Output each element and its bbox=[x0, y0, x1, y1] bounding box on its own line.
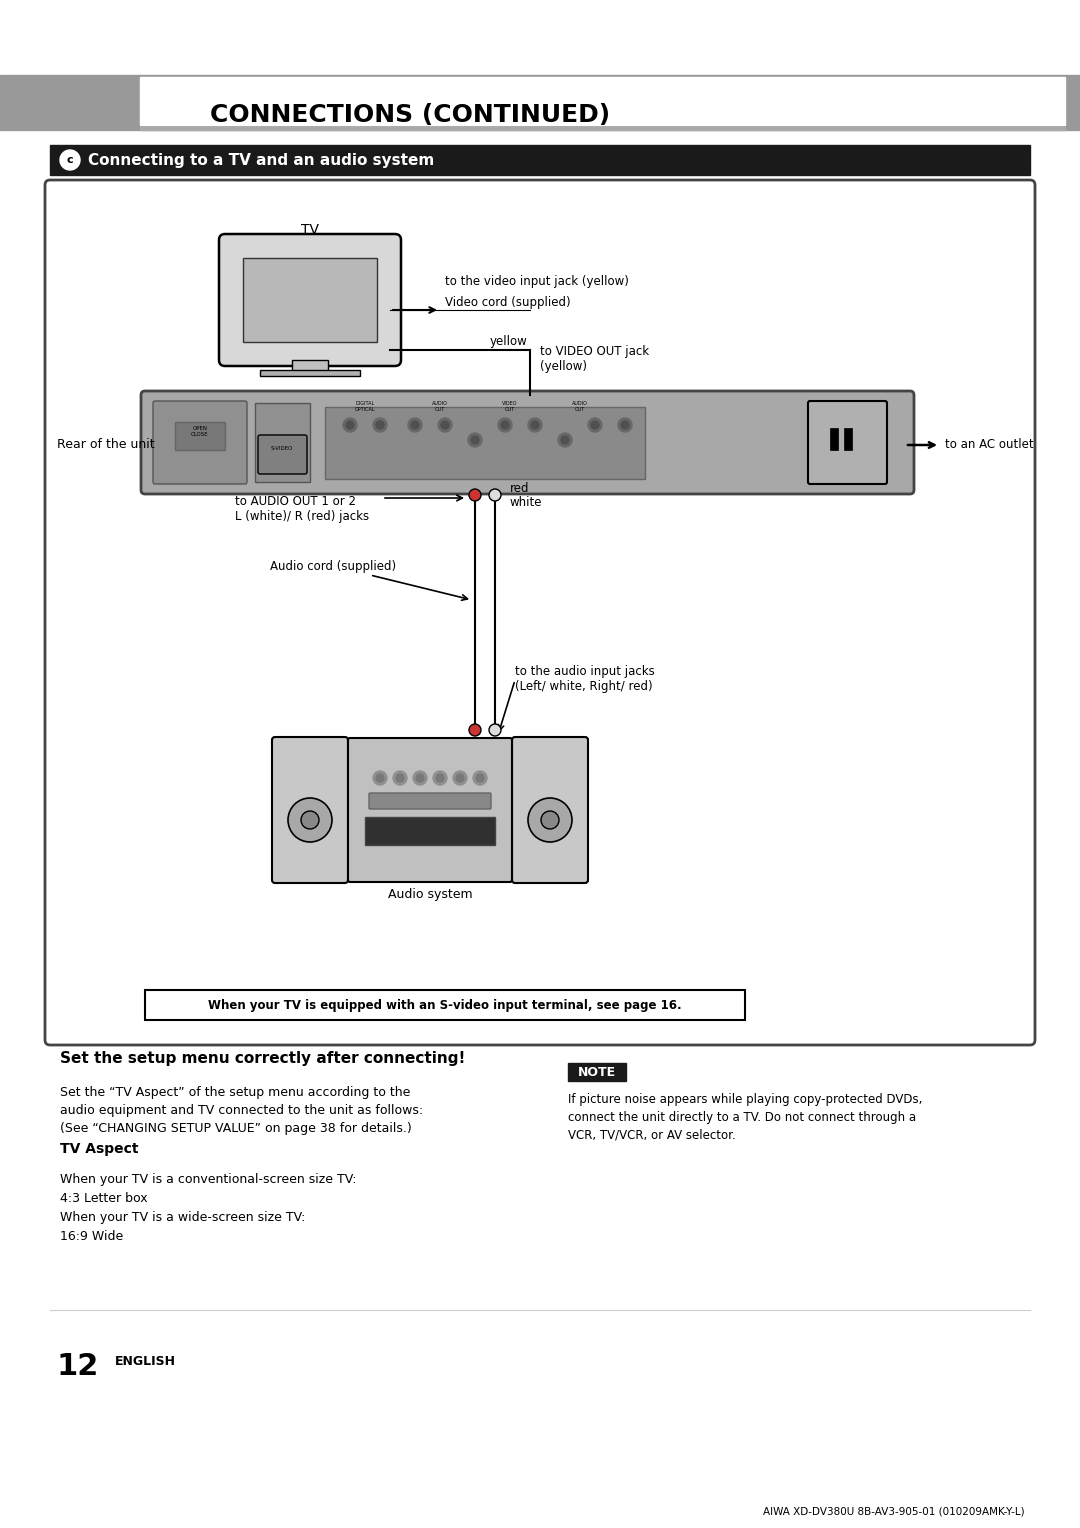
Text: NOTE: NOTE bbox=[578, 1065, 616, 1079]
Circle shape bbox=[301, 811, 319, 830]
FancyBboxPatch shape bbox=[258, 435, 307, 474]
Circle shape bbox=[343, 419, 357, 432]
Text: to the video input jack (yellow): to the video input jack (yellow) bbox=[445, 275, 629, 287]
Text: AIWA XD-DV380U 8B-AV3-905-01 (010209AMK-Y-L): AIWA XD-DV380U 8B-AV3-905-01 (010209AMK-… bbox=[764, 1507, 1025, 1517]
FancyBboxPatch shape bbox=[141, 391, 914, 494]
Circle shape bbox=[438, 419, 453, 432]
Circle shape bbox=[441, 422, 449, 429]
Circle shape bbox=[60, 150, 80, 170]
Circle shape bbox=[473, 772, 487, 785]
Circle shape bbox=[588, 419, 602, 432]
Bar bbox=[0, 75, 1080, 130]
Text: to an AC outlet: to an AC outlet bbox=[945, 439, 1034, 451]
Circle shape bbox=[489, 489, 501, 501]
Circle shape bbox=[373, 419, 387, 432]
FancyBboxPatch shape bbox=[153, 400, 247, 484]
Text: Connecting to a TV and an audio system: Connecting to a TV and an audio system bbox=[87, 153, 434, 168]
Bar bbox=[175, 422, 225, 451]
FancyBboxPatch shape bbox=[348, 738, 512, 882]
Circle shape bbox=[376, 775, 384, 782]
FancyBboxPatch shape bbox=[512, 736, 588, 883]
Text: ENGLISH: ENGLISH bbox=[114, 1355, 176, 1368]
Circle shape bbox=[591, 422, 599, 429]
Bar bbox=[292, 361, 328, 371]
Circle shape bbox=[433, 772, 447, 785]
Text: AUDIO
OUT: AUDIO OUT bbox=[572, 402, 588, 413]
FancyBboxPatch shape bbox=[369, 793, 491, 808]
Circle shape bbox=[621, 422, 629, 429]
Circle shape bbox=[393, 772, 407, 785]
Bar bbox=[50, 145, 1030, 176]
Text: TV: TV bbox=[301, 223, 319, 237]
Text: red: red bbox=[510, 481, 529, 495]
Circle shape bbox=[541, 811, 559, 830]
Text: AUDIO
OUT: AUDIO OUT bbox=[432, 402, 448, 413]
Circle shape bbox=[436, 775, 444, 782]
Text: DIGITAL
OPTICAL: DIGITAL OPTICAL bbox=[354, 402, 376, 413]
Bar bbox=[260, 370, 360, 376]
Circle shape bbox=[531, 422, 539, 429]
Circle shape bbox=[468, 432, 482, 448]
Bar bbox=[325, 406, 645, 478]
Text: Set the setup menu correctly after connecting!: Set the setup menu correctly after conne… bbox=[60, 1051, 465, 1067]
Bar bbox=[255, 403, 310, 481]
Circle shape bbox=[408, 419, 422, 432]
Circle shape bbox=[528, 798, 572, 842]
Text: When your TV is equipped with an S-video input terminal, see page 16.: When your TV is equipped with an S-video… bbox=[208, 998, 681, 1012]
Circle shape bbox=[501, 422, 509, 429]
Text: Set the “TV Aspect” of the setup menu according to the
audio equipment and TV co: Set the “TV Aspect” of the setup menu ac… bbox=[60, 1086, 423, 1135]
Text: Video cord (supplied): Video cord (supplied) bbox=[445, 296, 570, 309]
Text: TV Aspect: TV Aspect bbox=[60, 1141, 138, 1157]
Bar bbox=[568, 1063, 626, 1080]
Text: yellow: yellow bbox=[490, 335, 528, 348]
Bar bbox=[843, 428, 852, 451]
Text: CONNECTIONS (CONTINUED): CONNECTIONS (CONTINUED) bbox=[210, 102, 610, 127]
FancyBboxPatch shape bbox=[45, 180, 1035, 1045]
Circle shape bbox=[453, 772, 467, 785]
Bar bbox=[140, 127, 1065, 130]
Circle shape bbox=[288, 798, 332, 842]
Text: VIDEO
OUT: VIDEO OUT bbox=[502, 402, 517, 413]
Circle shape bbox=[471, 435, 480, 445]
FancyBboxPatch shape bbox=[272, 736, 348, 883]
FancyBboxPatch shape bbox=[808, 400, 887, 484]
Circle shape bbox=[413, 772, 427, 785]
Circle shape bbox=[528, 419, 542, 432]
Text: white: white bbox=[510, 497, 542, 509]
Circle shape bbox=[469, 724, 481, 736]
Text: to the audio input jacks
(Left/ white, Right/ red): to the audio input jacks (Left/ white, R… bbox=[515, 665, 654, 694]
FancyBboxPatch shape bbox=[219, 234, 401, 367]
Text: S-VIDEO: S-VIDEO bbox=[271, 446, 293, 451]
Circle shape bbox=[376, 422, 384, 429]
Circle shape bbox=[476, 775, 484, 782]
Bar bbox=[243, 258, 377, 342]
Text: Audio cord (supplied): Audio cord (supplied) bbox=[270, 559, 396, 573]
Bar bbox=[831, 428, 838, 451]
Text: Audio system: Audio system bbox=[388, 888, 472, 902]
Circle shape bbox=[373, 772, 387, 785]
Circle shape bbox=[558, 432, 572, 448]
Circle shape bbox=[469, 489, 481, 501]
Circle shape bbox=[456, 775, 464, 782]
Text: to AUDIO OUT 1 or 2
L (white)/ R (red) jacks: to AUDIO OUT 1 or 2 L (white)/ R (red) j… bbox=[235, 495, 369, 523]
Circle shape bbox=[498, 419, 512, 432]
Circle shape bbox=[411, 422, 419, 429]
Circle shape bbox=[561, 435, 569, 445]
Text: If picture noise appears while playing copy-protected DVDs,
connect the unit dir: If picture noise appears while playing c… bbox=[568, 1093, 922, 1141]
Bar bbox=[365, 817, 495, 845]
Text: OPEN
CLOSE: OPEN CLOSE bbox=[191, 426, 208, 437]
Circle shape bbox=[346, 422, 354, 429]
Circle shape bbox=[416, 775, 424, 782]
Bar bbox=[145, 990, 745, 1021]
Circle shape bbox=[396, 775, 404, 782]
Text: 12: 12 bbox=[57, 1352, 99, 1381]
Text: When your TV is a conventional-screen size TV:
4:3 Letter box
When your TV is a : When your TV is a conventional-screen si… bbox=[60, 1174, 356, 1242]
Circle shape bbox=[618, 419, 632, 432]
Text: c: c bbox=[67, 154, 73, 165]
Circle shape bbox=[489, 724, 501, 736]
Bar bbox=[140, 76, 1065, 125]
Text: to VIDEO OUT jack
(yellow): to VIDEO OUT jack (yellow) bbox=[540, 345, 649, 373]
Text: Rear of the unit: Rear of the unit bbox=[57, 439, 154, 451]
